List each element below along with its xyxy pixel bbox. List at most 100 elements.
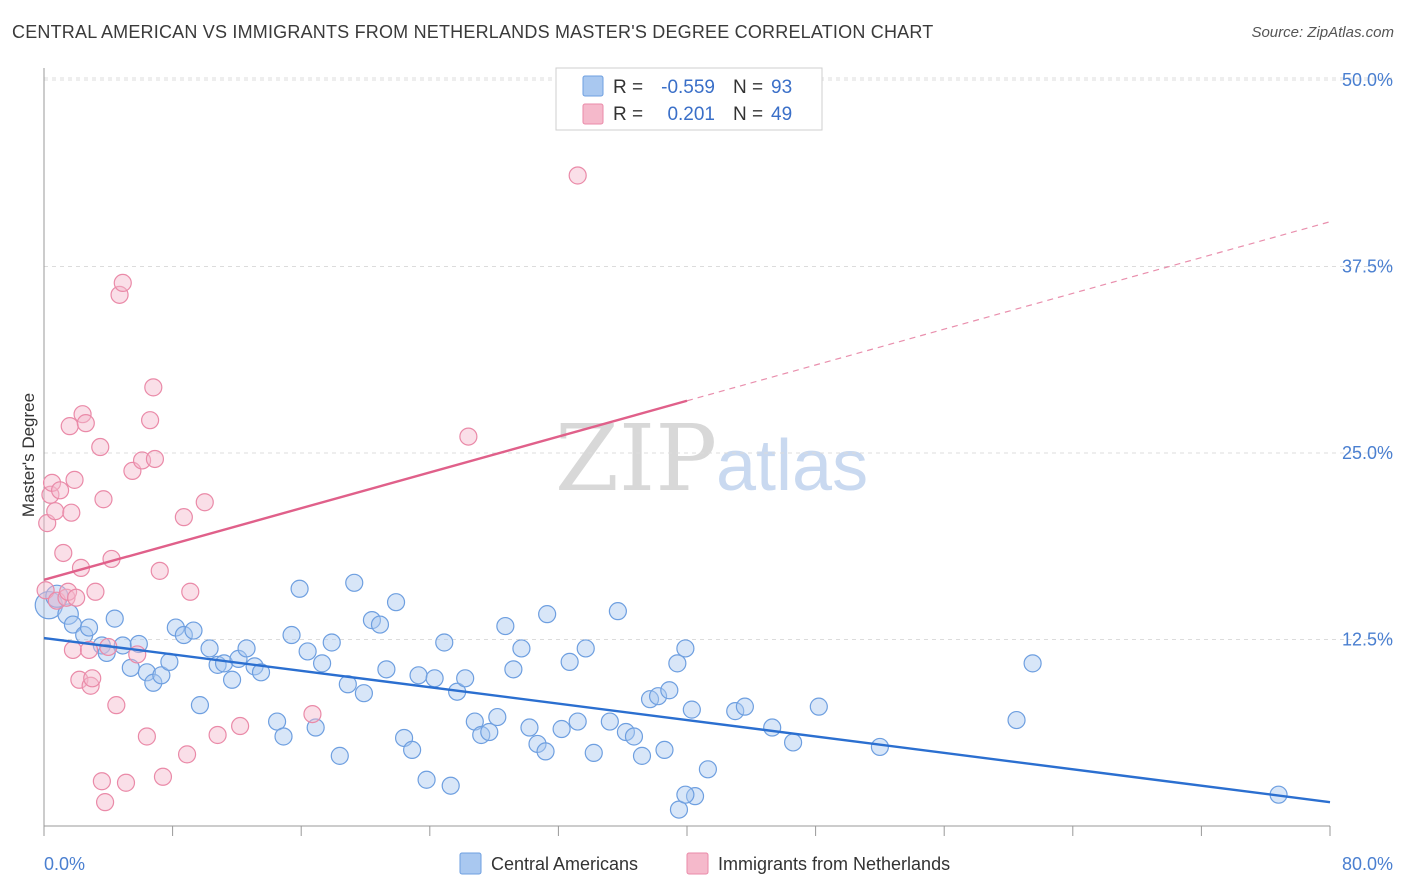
trend-line-netherlands	[43, 399, 688, 581]
point-central-american	[345, 573, 364, 592]
point-central-american	[456, 669, 475, 688]
point-central-american	[417, 770, 436, 789]
point-central-american	[655, 740, 674, 760]
point-central-american	[322, 633, 341, 652]
point-central-american	[480, 722, 499, 742]
trend-line-netherlands-extrapolated	[686, 221, 1331, 402]
point-central-american	[57, 603, 79, 625]
y-tick-label: 12.5%	[1342, 630, 1393, 650]
point-netherlands	[79, 640, 99, 660]
point-central-american	[560, 652, 579, 671]
point-central-american	[152, 666, 171, 685]
point-netherlands	[94, 490, 113, 509]
trend-line-central-americans	[43, 636, 1331, 804]
point-central-american	[512, 639, 531, 658]
point-central-american	[504, 660, 523, 679]
legend-r-value-blue: -0.559	[661, 77, 715, 98]
point-central-american	[783, 733, 803, 752]
point-central-american	[809, 697, 828, 716]
point-central-american	[676, 639, 695, 658]
y-tick-labels: 12.5% 25.0% 37.5% 50.0%	[1342, 70, 1393, 650]
point-central-american	[330, 746, 349, 765]
bottom-legend-netherlands: Immigrants from Netherlands	[718, 854, 950, 874]
point-central-american	[282, 625, 301, 645]
legend-n-label-blue: N =	[733, 77, 763, 98]
y-tick-label: 25.0%	[1342, 443, 1393, 463]
trend-lines	[43, 221, 1331, 804]
point-netherlands	[174, 508, 193, 527]
point-netherlands	[208, 725, 227, 745]
point-netherlands	[150, 561, 169, 580]
point-central-american	[306, 718, 325, 737]
point-central-american	[97, 643, 116, 663]
y-tick-label: 37.5%	[1342, 257, 1393, 277]
point-central-american	[251, 663, 271, 682]
point-netherlands	[95, 793, 115, 812]
point-central-american	[237, 639, 256, 658]
point-central-american	[576, 639, 595, 658]
point-netherlands	[50, 481, 70, 500]
point-netherlands	[36, 581, 55, 600]
point-central-american	[370, 615, 390, 634]
point-central-american	[763, 718, 782, 737]
point-central-american	[648, 687, 668, 706]
point-netherlands	[140, 411, 160, 430]
x-tick-label-max: 80.0%	[1342, 854, 1393, 874]
point-central-american	[377, 660, 396, 679]
point-central-american	[354, 684, 373, 703]
point-central-american	[222, 670, 242, 689]
point-netherlands	[86, 582, 105, 601]
point-netherlands	[110, 285, 129, 304]
bottom-legend-swatch-blue	[459, 852, 482, 875]
y-axis-title: Master's Degree	[19, 393, 38, 517]
point-netherlands	[57, 588, 76, 607]
point-netherlands	[107, 696, 126, 715]
watermark-atlas: atlas	[716, 426, 868, 506]
point-central-american	[568, 712, 587, 731]
point-netherlands	[54, 543, 73, 563]
point-netherlands	[137, 727, 156, 746]
point-central-american	[538, 605, 557, 624]
point-central-american	[274, 727, 293, 746]
point-netherlands	[116, 773, 136, 792]
point-netherlands	[153, 767, 173, 786]
source-label: Source: ZipAtlas.com	[1251, 24, 1394, 41]
point-netherlands	[181, 582, 200, 601]
point-central-american	[632, 746, 652, 765]
point-central-american	[190, 696, 210, 715]
point-central-american	[214, 654, 234, 673]
point-central-american	[298, 642, 317, 661]
watermark-zip: ZIP	[555, 405, 717, 512]
point-netherlands	[195, 493, 214, 512]
point-central-american	[386, 593, 406, 612]
chart-title: CENTRAL AMERICAN VS IMMIGRANTS FROM NETH…	[12, 22, 934, 42]
point-central-american	[312, 654, 332, 673]
bottom-legend-swatch-pink	[686, 852, 709, 875]
point-central-american	[536, 742, 555, 761]
point-central-american	[685, 787, 705, 806]
point-central-american	[660, 681, 679, 700]
point-central-american	[290, 579, 309, 598]
legend-n-value-pink: 49	[771, 104, 792, 125]
point-central-american	[79, 618, 99, 637]
point-central-american	[608, 602, 627, 621]
point-central-american	[403, 740, 422, 760]
point-central-american	[870, 737, 890, 757]
series-legend: Central Americans Immigrants from Nether…	[459, 852, 950, 875]
point-central-american	[409, 666, 428, 685]
point-central-american	[184, 621, 203, 640]
point-central-american	[425, 669, 444, 688]
legend-r-label-blue: R =	[613, 77, 643, 98]
y-tick-label: 50.0%	[1342, 70, 1393, 90]
point-central-american	[488, 707, 507, 727]
point-netherlands	[60, 417, 79, 436]
point-netherlands	[92, 772, 111, 791]
point-netherlands	[113, 273, 132, 293]
point-central-american	[735, 697, 754, 716]
point-netherlands	[76, 414, 95, 433]
point-central-american	[726, 702, 745, 721]
point-netherlands	[63, 640, 83, 660]
point-netherlands	[144, 378, 163, 397]
correlation-legend: R = -0.559 N = 93 R = 0.201 N = 49	[555, 67, 823, 131]
